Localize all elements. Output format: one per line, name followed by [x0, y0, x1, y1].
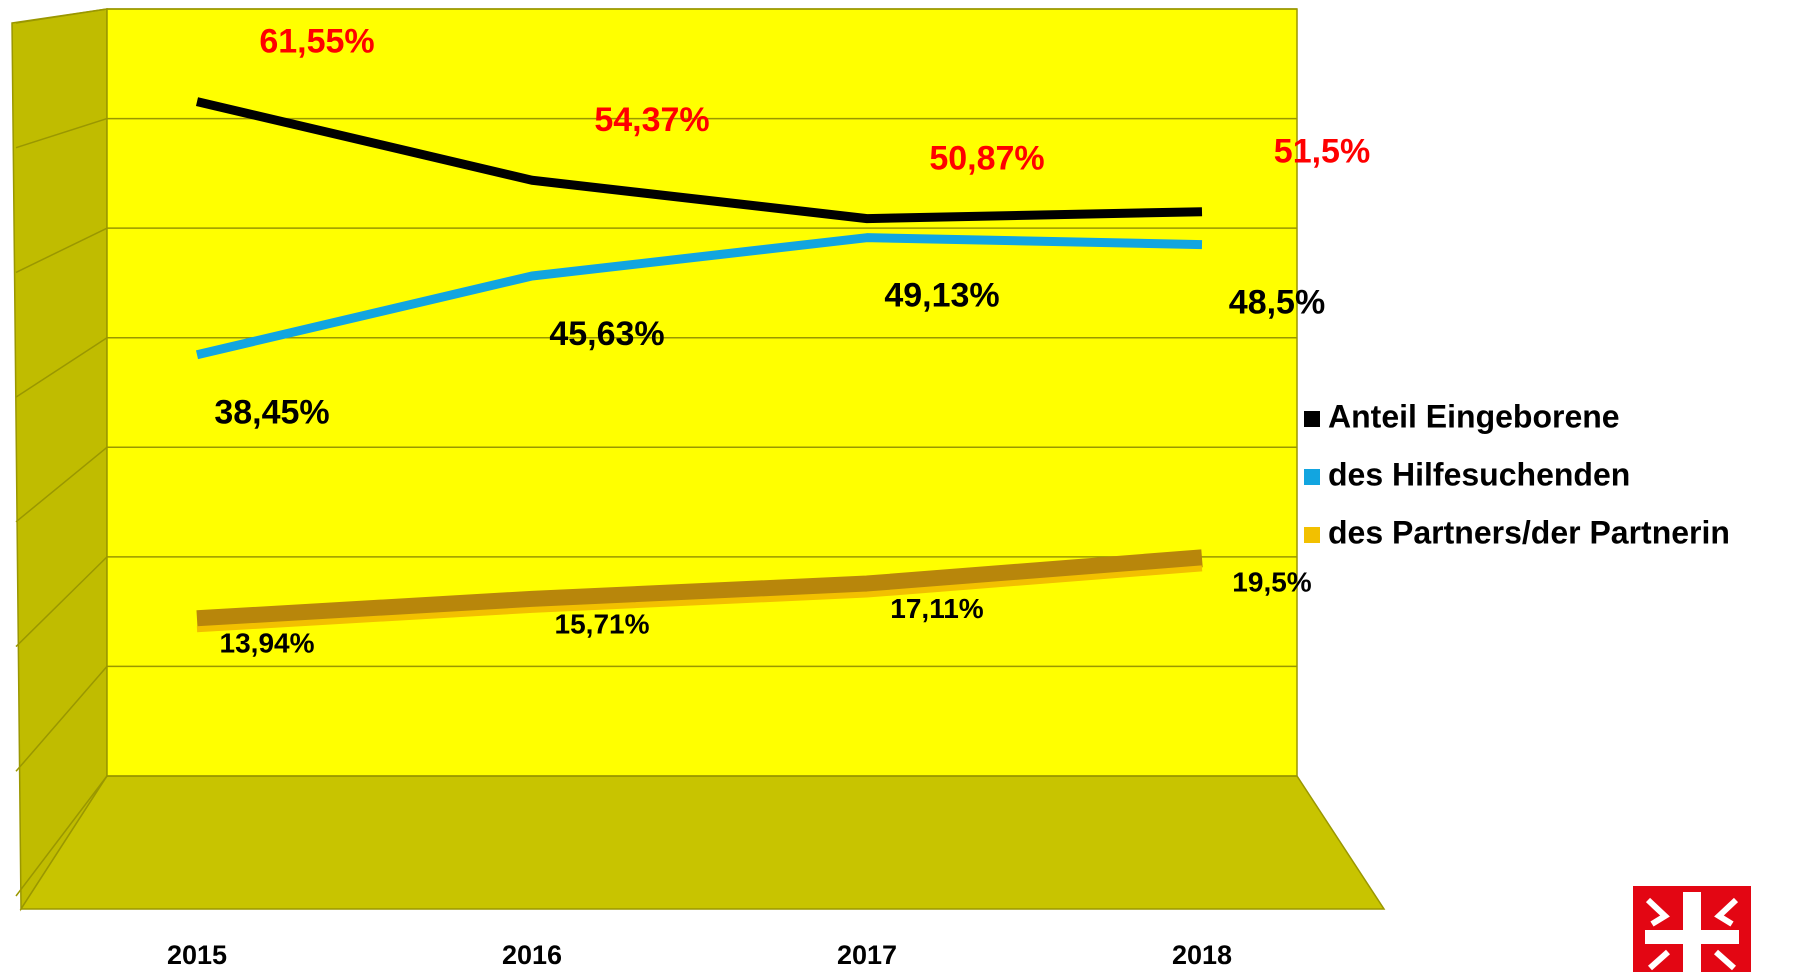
logo-ray [1645, 897, 1670, 927]
legend-label: des Hilfesuchenden [1328, 456, 1630, 492]
data-label: 45,63% [549, 315, 664, 353]
labels: 2015 2016 2017 2018 61,55% 54,37% 50,87% 51,5% 3… [167, 23, 1370, 971]
side-grid-line [15, 117, 108, 149]
data-label: 49,13% [884, 277, 999, 315]
legend-swatch [1304, 469, 1320, 485]
legend-swatch [1304, 411, 1320, 427]
data-label: 38,45% [214, 394, 329, 432]
logo-ray [1648, 949, 1670, 971]
side-grid-line [15, 665, 108, 772]
data-label: 54,37% [594, 101, 709, 139]
logo-cross [1645, 930, 1739, 944]
side-grid-line [15, 227, 108, 274]
legend: Anteil Eingeborene des Hilfesuchenden des … [1304, 398, 1730, 550]
back-wall [106, 8, 1298, 777]
legend-swatch [1304, 527, 1320, 543]
side-grid-line [15, 8, 108, 24]
data-label: 48,5% [1229, 284, 1325, 322]
data-label: 17,11% [890, 593, 984, 624]
side-grid-line [15, 775, 108, 897]
series-line [196, 565, 1203, 633]
x-tick-label: 2016 [502, 940, 562, 970]
logo-ray [1714, 949, 1736, 971]
side-grid-line [15, 337, 108, 398]
data-label: 13,94% [220, 628, 315, 659]
series-line [195, 97, 1203, 224]
logo-ray [1714, 897, 1739, 927]
side-grid-line [15, 556, 108, 648]
x-tick-label: 2015 [167, 940, 227, 970]
lines [195, 97, 1203, 633]
side-grid-line [15, 446, 108, 523]
floor [19, 775, 1386, 910]
data-label: 15,71% [555, 608, 650, 639]
x-tick-label: 2018 [1172, 940, 1232, 970]
legend-label: Anteil Eingeborene [1328, 398, 1620, 434]
grid [15, 8, 1297, 897]
x-tick-label: 2017 [837, 940, 897, 970]
data-label: 51,5% [1274, 133, 1370, 171]
logo [1633, 886, 1751, 972]
data-label: 61,55% [259, 23, 374, 61]
data-label: 50,87% [929, 140, 1044, 178]
series-line [195, 233, 1203, 360]
legend-label: des Partners/der Partnerin [1328, 514, 1730, 550]
series-shadow [196, 549, 1203, 629]
data-label: 19,5% [1232, 567, 1311, 598]
